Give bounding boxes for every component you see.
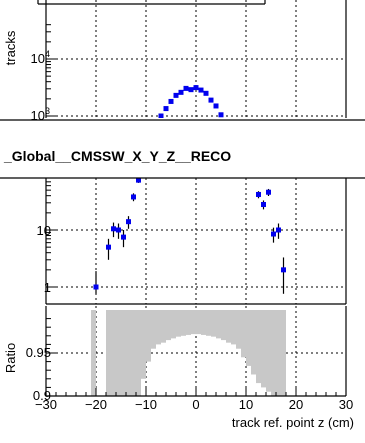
ratio-bin-24	[216, 310, 221, 339]
ratio-bin-29	[241, 310, 246, 358]
mid-point-12	[276, 227, 281, 233]
ratio-bin-30	[246, 310, 251, 366]
ratio-y-axis-label: Ratio	[3, 343, 18, 373]
ratio-bin-25	[221, 310, 226, 341]
ratio-bin-7	[131, 310, 136, 396]
xtick-label-20: 20	[289, 397, 303, 412]
ratio-bin-32	[256, 310, 261, 384]
top-point-4	[178, 89, 184, 95]
mid-point-3	[116, 227, 121, 233]
mid-ytick-label-1: 1	[44, 280, 51, 295]
ratio-bin-13	[161, 310, 166, 343]
top-point-7	[193, 85, 199, 91]
mid-point-0	[93, 284, 99, 290]
ratio-fill	[91, 310, 286, 396]
ratio-bin-27	[231, 310, 236, 345]
x-axis-label: track ref. point z (cm)	[232, 415, 354, 430]
ratio-ytick-label-0.9: 0.9	[33, 388, 51, 403]
top-point-0	[158, 113, 164, 119]
ratio-bin-35	[271, 310, 276, 396]
ratio-bin-10	[146, 310, 151, 362]
ratio-ytick-label-0.95: 0.95	[26, 345, 51, 360]
ratio-bin-16	[176, 310, 181, 337]
ratio-bin-20	[196, 310, 201, 335]
top-ytick-label-1e3: 103	[31, 106, 50, 123]
mid-point-4	[121, 234, 126, 240]
ratio-bin-33	[261, 310, 266, 388]
mid-point-6	[131, 194, 136, 200]
ratio-bin-31	[251, 310, 256, 375]
xtick-label-minus20: −20	[85, 397, 107, 412]
top-point-9	[203, 90, 209, 96]
mid-point-9	[261, 202, 266, 208]
top-point-5	[183, 85, 189, 91]
xtick-label-minus30: −30	[35, 397, 57, 412]
ratio-bin-15	[171, 310, 176, 339]
xtick-label-30: 30	[339, 397, 353, 412]
top-ytick-label-1e4: 104	[31, 49, 50, 66]
ratio-bin-17	[181, 310, 186, 336]
ratio-bin-23	[211, 310, 216, 337]
ratio-bin-2	[106, 310, 111, 396]
top-point-10	[208, 97, 214, 103]
mid-point-2	[111, 226, 116, 232]
ratio-bin-37	[281, 310, 286, 396]
ratio-bin-28	[236, 310, 241, 349]
top-point-2	[168, 98, 174, 104]
middle-panel-series	[93, 177, 286, 294]
top-panel-series	[158, 85, 224, 119]
ratio-bin-22	[206, 310, 211, 336]
xtick-label-0: 0	[192, 397, 199, 412]
top-point-8	[198, 87, 204, 93]
title-band	[0, 118, 365, 178]
ratio-bin-11	[151, 310, 156, 349]
mid-point-11	[271, 231, 276, 237]
ratio-bin-21	[201, 310, 206, 335]
top-point-11	[213, 103, 219, 109]
ratio-bin-19	[191, 310, 196, 335]
ratio-bin-8	[136, 310, 141, 396]
mid-point-7	[136, 177, 141, 183]
ratio-bin-6	[126, 310, 131, 396]
ratio-bin-36	[276, 310, 281, 396]
ratio-bin-0	[91, 310, 96, 396]
top-y-axis-label: tracks	[3, 30, 18, 65]
ratio-bin-4	[116, 310, 121, 396]
top-point-12	[218, 112, 224, 118]
mid-point-10	[266, 189, 271, 195]
axis-ticks	[45, 24, 347, 397]
ratio-bin-18	[186, 310, 191, 335]
ratio-bin-26	[226, 310, 231, 343]
top-point-6	[188, 87, 194, 93]
ratio-bin-3	[111, 310, 116, 396]
chart-title: _Global__CMSSW_X_Y_Z__RECO	[3, 148, 231, 164]
mid-ytick-label-10: 10	[37, 223, 51, 238]
ratio-bin-12	[156, 310, 161, 345]
ratio-bin-9	[141, 310, 146, 379]
mid-point-5	[126, 219, 131, 225]
xtick-label-10: 10	[239, 397, 253, 412]
ratio-bin-5	[121, 310, 126, 396]
ratio-bin-14	[166, 310, 171, 341]
top-point-3	[173, 92, 179, 98]
ratio-bin-34	[266, 310, 271, 392]
mid-point-13	[281, 267, 286, 273]
xtick-label-minus10: −10	[135, 397, 157, 412]
top-point-1	[163, 106, 169, 112]
mid-point-8	[256, 191, 261, 197]
mid-point-1	[106, 244, 111, 250]
